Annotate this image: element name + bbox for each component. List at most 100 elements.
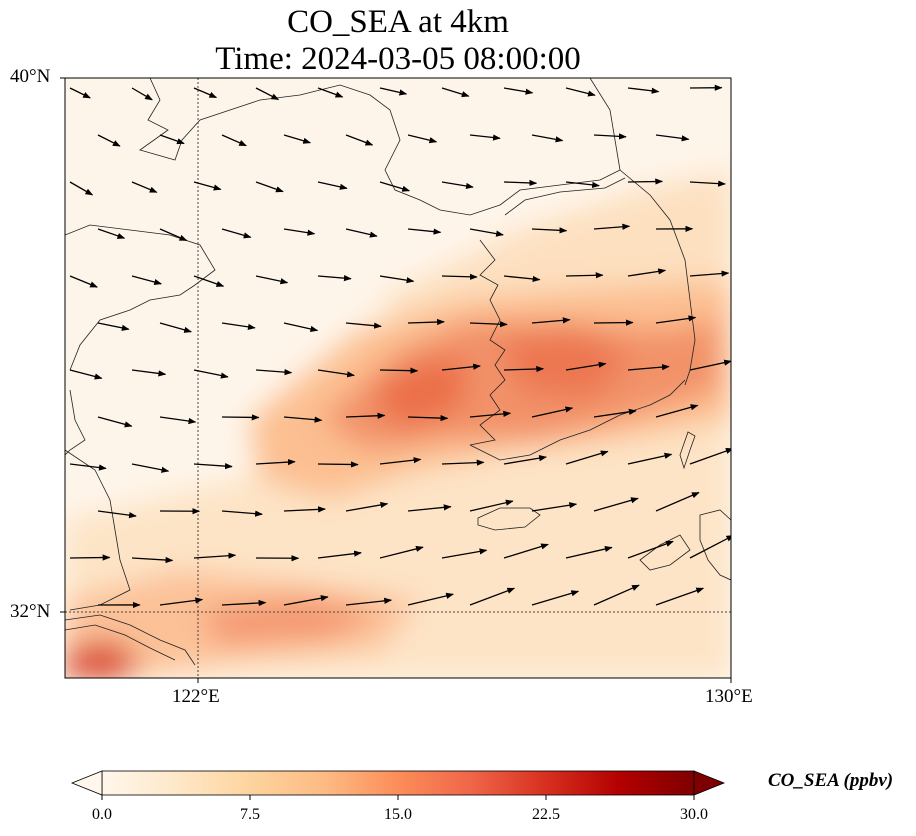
colorbar-extend-low <box>70 770 103 796</box>
colorbar-label: CO_SEA (ppbv) <box>768 770 894 791</box>
wind-vector <box>345 597 393 606</box>
colorbar-tick-label-4: 30.0 <box>680 806 708 823</box>
wind-vector <box>69 275 98 288</box>
field-core-west <box>370 360 470 430</box>
wind-vector <box>379 181 411 192</box>
colorbar-tick-label-2: 15.0 <box>384 806 412 823</box>
wind-vector <box>503 365 545 373</box>
wind-vector <box>593 223 631 230</box>
wind-vector <box>255 369 293 376</box>
wind-vector <box>317 275 352 282</box>
wind-vector <box>283 506 326 513</box>
wind-vector <box>69 181 94 196</box>
wind-vector <box>593 408 637 418</box>
colorbar-tick-label-3: 22.5 <box>532 806 560 823</box>
wind-vector <box>441 548 488 559</box>
wind-vector <box>193 275 225 287</box>
wind-vector <box>345 322 382 329</box>
lon-label-130: 130°E <box>705 686 753 707</box>
map-title-line1: CO_SEA at 4km <box>287 4 509 40</box>
wind-vector <box>441 363 481 371</box>
wind-vector <box>627 178 664 185</box>
wind-vector <box>565 181 600 188</box>
wind-vector <box>221 599 267 607</box>
map-title-line2: Time: 2024-03-05 08:00:00 <box>215 41 581 77</box>
wind-vector <box>531 590 580 606</box>
wind-vector <box>531 134 564 143</box>
wind-vector <box>441 273 478 280</box>
wind-vector <box>565 545 613 559</box>
wind-vector <box>469 587 516 606</box>
wind-vector <box>379 545 424 559</box>
wind-vector <box>379 457 422 465</box>
wind-vector <box>441 181 474 190</box>
wind-vector <box>407 414 449 422</box>
wind-vector <box>193 87 218 99</box>
wind-vector <box>655 134 690 142</box>
wind-vector <box>469 499 514 512</box>
wind-vector <box>317 87 344 98</box>
wind-vector <box>531 227 568 234</box>
wind-vector <box>407 318 445 326</box>
wind-vector <box>131 181 158 193</box>
wind-vector <box>655 587 705 606</box>
wind-vector <box>407 592 454 606</box>
lat-label-40: 40°N <box>10 66 51 87</box>
wind-vector <box>317 550 362 559</box>
wind-vector <box>283 322 319 333</box>
wind-vector <box>379 367 419 374</box>
wind-vector <box>565 450 609 465</box>
colorbar-body <box>101 770 695 796</box>
wind-vector <box>531 502 578 512</box>
wind-vector <box>689 270 730 277</box>
coastlines <box>65 78 731 666</box>
wind-vector <box>531 406 574 418</box>
wind-vector <box>97 322 130 331</box>
wind-vector <box>593 133 627 140</box>
wind-vector <box>193 552 237 559</box>
colorbar-ticks <box>101 795 695 800</box>
wind-vector <box>655 404 699 418</box>
wind-vector <box>159 228 188 242</box>
field-high-south <box>200 595 380 645</box>
wind-vector <box>469 228 504 237</box>
field-core-southwest <box>65 640 140 678</box>
wind-vector <box>655 315 697 324</box>
wind-vector <box>565 272 604 279</box>
wind-vector <box>283 595 329 606</box>
wind-vector <box>407 504 452 512</box>
wind-vector <box>407 228 442 235</box>
gridlines <box>65 78 731 678</box>
wind-vector <box>221 322 256 330</box>
wind-vector <box>379 87 408 96</box>
wind-vector <box>317 461 359 468</box>
wind-vector <box>283 134 311 144</box>
wind-vector <box>193 369 229 379</box>
wind-vector <box>503 87 534 95</box>
wind-vector <box>221 134 247 147</box>
concentration-field <box>65 170 731 678</box>
wind-vectors <box>69 84 731 609</box>
colorbar <box>70 770 726 800</box>
wind-vector <box>193 181 222 191</box>
wind-vector <box>131 369 167 377</box>
wind-vector <box>283 416 323 423</box>
colorbar-tick-label-1: 7.5 <box>240 806 260 823</box>
wind-vector <box>689 359 731 371</box>
wind-vector <box>317 181 348 190</box>
wind-vector <box>503 275 541 283</box>
lat-label-32: 32°N <box>10 601 51 622</box>
wind-vector <box>255 458 296 466</box>
wind-vector <box>593 497 639 512</box>
wind-vector <box>379 275 415 284</box>
wind-vector <box>503 455 547 465</box>
wind-vector <box>503 179 538 187</box>
wind-vector <box>345 134 374 146</box>
wind-vector <box>159 416 197 425</box>
wind-vector <box>221 510 263 517</box>
wind-vector <box>627 452 673 465</box>
wind-vector <box>283 228 316 236</box>
wind-vector <box>469 410 512 418</box>
wind-vector <box>159 597 204 606</box>
wind-vector <box>689 180 726 187</box>
